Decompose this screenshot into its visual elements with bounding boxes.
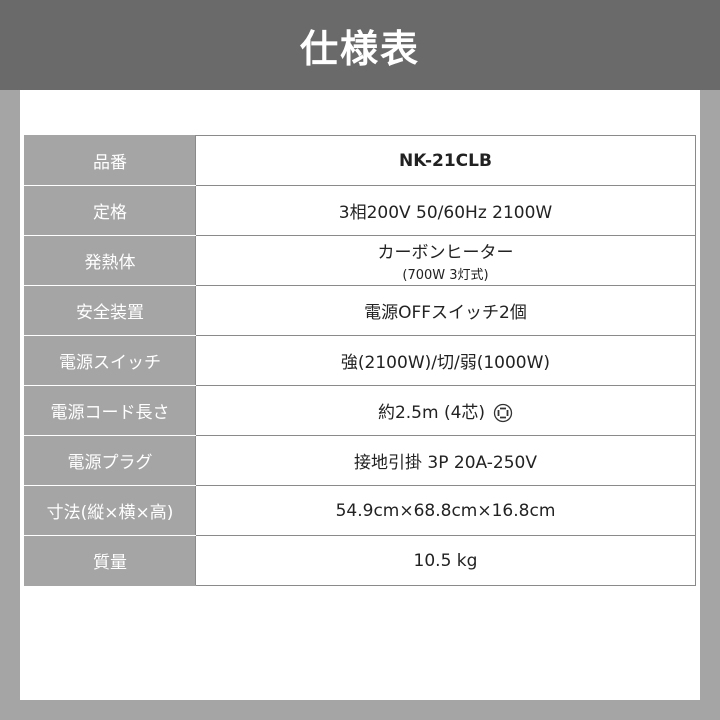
row-label: 電源プラグ (24, 435, 196, 486)
row-value: 電源OFFスイッチ2個 (195, 285, 696, 336)
table-row: 電源スイッチ 強(2100W)/切/弱(1000W) (24, 335, 696, 386)
table-row: 寸法(縦×横×高) 54.9cm×68.8cm×16.8cm (24, 485, 696, 536)
row-value: 10.5 kg (195, 535, 696, 586)
row-value-cell: カーボンヒーター (700W 3灯式) (195, 235, 696, 286)
row-label: 安全装置 (24, 285, 196, 336)
row-value-cell: 約2.5m (4芯) (195, 385, 696, 436)
table-row: 安全装置 電源OFFスイッチ2個 (24, 285, 696, 336)
row-value: 54.9cm×68.8cm×16.8cm (195, 485, 696, 536)
row-value: 約2.5m (4芯) (377, 403, 486, 423)
row-label: 電源コード長さ (24, 385, 196, 436)
table-row: 定格 3相200V 50/60Hz 2100W (24, 185, 696, 236)
table-row: 電源プラグ 接地引掛 3P 20A-250V (24, 435, 696, 486)
row-label: 電源スイッチ (24, 335, 196, 386)
row-value: 接地引掛 3P 20A-250V (195, 435, 696, 486)
row-value: カーボンヒーター (377, 243, 514, 263)
table-row: 電源コード長さ 約2.5m (4芯) (24, 385, 696, 436)
spec-panel: 品番 NK-21CLB 定格 3相200V 50/60Hz 2100W 発熱体 カーボ… (20, 90, 700, 700)
row-value-sub: (700W 3灯式) (402, 268, 489, 283)
row-label: 品番 (24, 135, 196, 186)
plug-outlet-icon (493, 403, 513, 423)
table-row: 発熱体 カーボンヒーター (700W 3灯式) (24, 235, 696, 286)
table-row: 品番 NK-21CLB (24, 135, 696, 186)
row-label: 定格 (24, 185, 196, 236)
row-label: 寸法(縦×横×高) (24, 485, 196, 536)
row-value: 3相200V 50/60Hz 2100W (195, 185, 696, 236)
row-value: 強(2100W)/切/弱(1000W) (195, 335, 696, 386)
table-row: 質量 10.5 kg (24, 535, 696, 586)
row-value: NK-21CLB (195, 135, 696, 186)
row-label: 発熱体 (24, 235, 196, 286)
row-label: 質量 (24, 535, 196, 586)
spec-table: 品番 NK-21CLB 定格 3相200V 50/60Hz 2100W 発熱体 カーボ… (24, 135, 696, 586)
page-title: 仕様表 (0, 0, 720, 90)
